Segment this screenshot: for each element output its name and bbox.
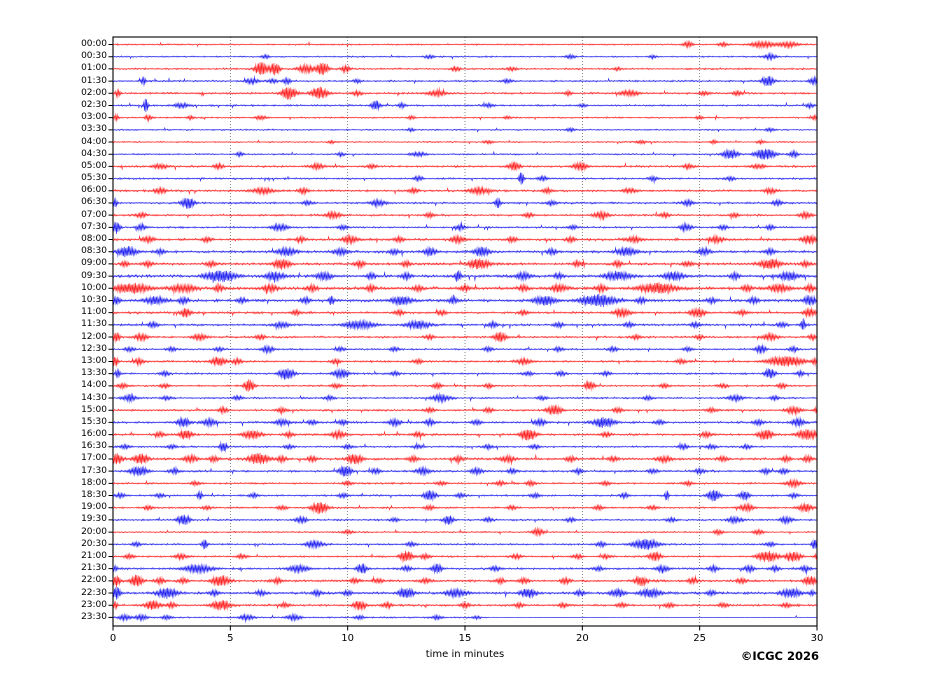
x-tick-label-10: 10 xyxy=(341,633,355,644)
y-tick-label-11:00: 11:00 xyxy=(81,307,107,318)
y-tick-label-16:30: 16:30 xyxy=(81,441,107,452)
y-tick-label-03:30: 03:30 xyxy=(81,124,107,135)
x-tick-label-15: 15 xyxy=(458,633,472,644)
y-tick-label-23:30: 23:30 xyxy=(81,611,107,622)
y-tick-label-17:30: 17:30 xyxy=(81,465,107,476)
y-tick-label-20:00: 20:00 xyxy=(81,526,107,537)
y-tick-label-04:30: 04:30 xyxy=(81,148,107,159)
y-tick-label-09:30: 09:30 xyxy=(81,270,107,281)
y-tick-label-03:00: 03:00 xyxy=(81,112,107,123)
y-tick-label-08:00: 08:00 xyxy=(81,234,107,245)
x-tick-label-20: 20 xyxy=(575,633,589,644)
y-tick-label-06:00: 06:00 xyxy=(81,185,107,196)
y-tick-label-04:00: 04:00 xyxy=(81,136,107,147)
y-tick-label-01:00: 01:00 xyxy=(81,63,107,74)
y-tick-label-15:00: 15:00 xyxy=(81,404,107,415)
y-tick-label-02:30: 02:30 xyxy=(81,99,107,110)
y-tick-label-06:30: 06:30 xyxy=(81,197,107,208)
y-tick-label-13:00: 13:00 xyxy=(81,355,107,366)
y-tick-label-12:00: 12:00 xyxy=(81,331,107,342)
y-tick-label-05:00: 05:00 xyxy=(81,160,107,171)
y-tick-label-14:00: 14:00 xyxy=(81,380,107,391)
copyright-label: ©ICGC 2026 xyxy=(740,649,819,663)
y-tick-label-02:00: 02:00 xyxy=(81,87,107,98)
y-tick-label-12:30: 12:30 xyxy=(81,343,107,354)
y-tick-label-18:30: 18:30 xyxy=(81,490,107,501)
y-tick-label-00:00: 00:00 xyxy=(81,39,107,49)
y-tick-label-22:00: 22:00 xyxy=(81,575,107,586)
y-tick-label-16:00: 16:00 xyxy=(81,429,107,440)
x-tick-label-0: 0 xyxy=(109,633,117,644)
y-tick-label-18:00: 18:00 xyxy=(81,477,107,488)
y-tick-label-01:30: 01:30 xyxy=(81,75,107,86)
y-tick-label-11:30: 11:30 xyxy=(81,319,107,330)
y-tick-label-19:30: 19:30 xyxy=(81,514,107,525)
y-tick-label-22:30: 22:30 xyxy=(81,587,107,598)
y-tick-label-07:00: 07:00 xyxy=(81,209,107,220)
y-tick-label-09:00: 09:00 xyxy=(81,258,107,269)
y-tick-label-20:30: 20:30 xyxy=(81,538,107,549)
y-tick-label-21:30: 21:30 xyxy=(81,563,107,574)
y-tick-label-15:30: 15:30 xyxy=(81,416,107,427)
y-tick-label-10:00: 10:00 xyxy=(81,282,107,293)
y-tick-label-10:30: 10:30 xyxy=(81,294,107,305)
y-tick-label-08:30: 08:30 xyxy=(81,246,107,257)
y-tick-label-19:00: 19:00 xyxy=(81,502,107,513)
y-tick-label-13:30: 13:30 xyxy=(81,368,107,379)
x-tick-label-25: 25 xyxy=(693,633,707,644)
y-tick-label-17:00: 17:00 xyxy=(81,453,107,464)
y-tick-label-14:30: 14:30 xyxy=(81,392,107,403)
y-tick-label-07:30: 07:30 xyxy=(81,221,107,232)
x-tick-label-5: 5 xyxy=(227,633,234,644)
y-tick-label-00:30: 00:30 xyxy=(81,51,107,62)
y-tick-label-23:00: 23:00 xyxy=(81,599,107,610)
y-tick-label-21:00: 21:00 xyxy=(81,550,107,561)
x-axis-title: time in minutes xyxy=(425,649,505,660)
y-tick-label-05:30: 05:30 xyxy=(81,173,107,184)
x-tick-label-30: 30 xyxy=(810,633,824,644)
